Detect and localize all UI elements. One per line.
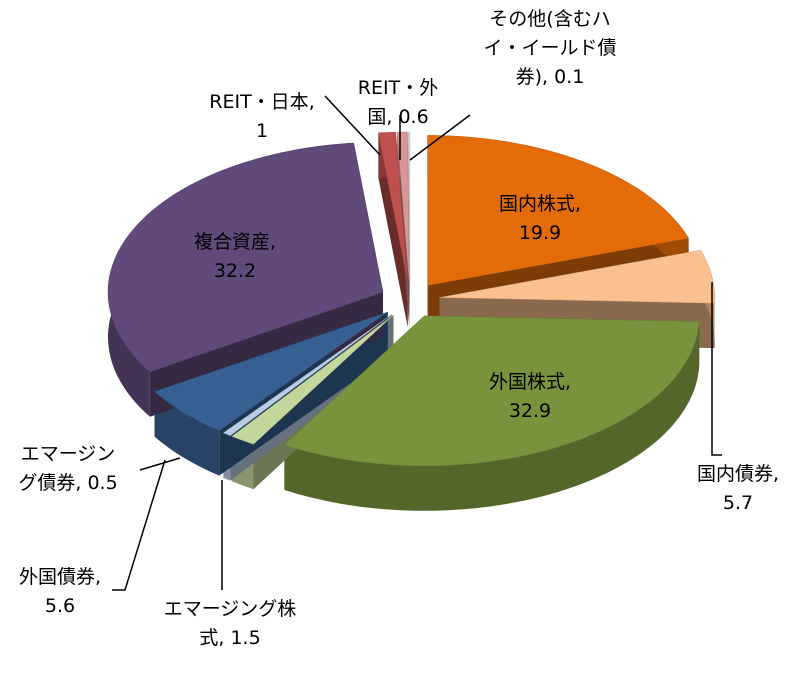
label-value: 1.5 (230, 627, 261, 649)
data-label: 国内株式 19.9 (480, 190, 600, 248)
slice (427, 135, 690, 286)
data-label: エマージング債券0.5 (18, 440, 118, 498)
slice (222, 314, 393, 436)
data-label: REIT・外国0.6 (348, 74, 448, 132)
slice (231, 314, 394, 445)
label-value: 0.1 (554, 66, 585, 88)
data-label: その他(含むハイ・イールド債券)0.1 (483, 5, 618, 92)
separator (218, 627, 230, 649)
label-value: 0.5 (87, 472, 118, 494)
separator (309, 91, 315, 113)
label-name: 国内株式 (498, 193, 575, 215)
separator (75, 472, 87, 494)
slice (439, 249, 715, 304)
label-name: 外国債券 (18, 566, 95, 588)
separator (95, 566, 101, 588)
separator (386, 106, 398, 128)
label-value: 1 (255, 120, 269, 142)
label-name: 国内債券 (696, 463, 773, 485)
leader-line (112, 459, 166, 591)
label-name: REIT・日本 (209, 91, 309, 113)
data-label: 国内債券 5.7 (683, 460, 793, 518)
slice (283, 315, 700, 467)
leader-line (139, 457, 181, 471)
slice (378, 131, 408, 283)
slice (154, 311, 388, 431)
label-name: 複合資産 (193, 231, 270, 253)
data-label: REIT・日本 1 (202, 88, 322, 146)
slice (407, 131, 411, 283)
separator (565, 371, 571, 393)
leader-line (711, 282, 722, 456)
label-name: 外国株式 (488, 371, 565, 393)
label-name: エマージング債券 (18, 443, 116, 494)
separator (773, 463, 779, 485)
separator (575, 193, 581, 215)
data-label: 外国株式 32.9 (470, 368, 590, 426)
label-value: 5.7 (722, 492, 754, 514)
separator (270, 231, 276, 253)
label-value: 0.6 (398, 106, 429, 128)
slice-side (154, 391, 220, 476)
label-name: エマージング株式 (163, 598, 297, 649)
label-name: その他(含むハイ・イールド債券) (483, 8, 617, 88)
pie-tops (107, 131, 715, 467)
label-value: 32.2 (213, 260, 257, 282)
slice-wall (378, 132, 408, 328)
slice (107, 142, 384, 372)
slice-side (284, 321, 700, 511)
label-value: 32.9 (508, 400, 552, 422)
label-name: REIT・外国 (357, 77, 439, 128)
leader-line (324, 95, 381, 156)
slice (396, 131, 410, 283)
label-value: 5.6 (44, 595, 76, 617)
separator (542, 66, 554, 88)
label-value: 19.9 (518, 222, 562, 244)
data-label: 外国債券 5.6 (13, 563, 108, 621)
data-label: エマージング株式1.5 (155, 595, 305, 653)
data-label: 複合資産 32.2 (175, 228, 295, 286)
leader-line (409, 114, 471, 161)
